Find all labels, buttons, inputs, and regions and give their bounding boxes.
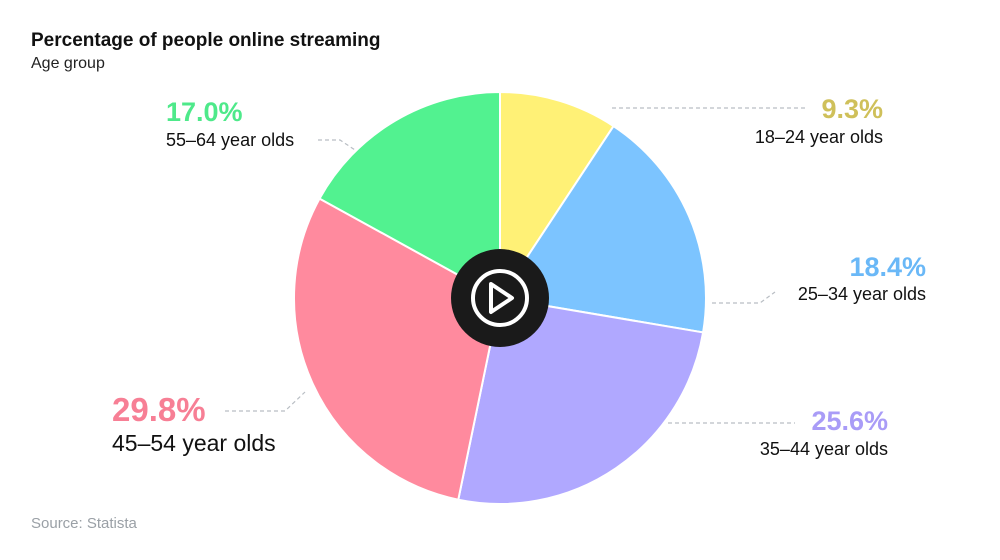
pie-slices bbox=[293, 90, 707, 505]
slice-category-label-1: 18–24 year olds bbox=[755, 127, 883, 147]
slice-value-label-5: 17.0% bbox=[166, 97, 243, 127]
play-icon bbox=[489, 282, 514, 314]
source-note: Source: Statista bbox=[31, 515, 137, 532]
slice-value-label-2: 18.4% bbox=[849, 252, 926, 282]
slice-labels: 9.3% 18–24 year olds 18.4%25–34 year olds 2… bbox=[112, 94, 926, 459]
pie-slice-2 bbox=[498, 124, 707, 334]
leader-line-4 bbox=[225, 391, 306, 412]
slice-value-label-3: 25.6% bbox=[811, 406, 888, 436]
play-button[interactable] bbox=[451, 249, 549, 347]
pie-slice-1 bbox=[499, 90, 615, 302]
chart-subtitle: Age group bbox=[31, 55, 105, 72]
slice-value-label-4: 29.8% bbox=[112, 391, 206, 428]
pie-slice-3 bbox=[457, 296, 705, 505]
pie-slice-4 bbox=[293, 197, 502, 501]
leader-lines bbox=[225, 107, 808, 424]
slice-category-label-2: 25–34 year olds bbox=[798, 284, 926, 304]
slice-value-label-1: 9.3% bbox=[821, 94, 883, 124]
play-icon-ring bbox=[471, 269, 529, 327]
leader-line-2 bbox=[712, 291, 776, 304]
chart-title: Percentage of people online streaming bbox=[31, 30, 381, 51]
leader-line-5 bbox=[318, 139, 356, 151]
slice-category-label-4: 45–54 year olds bbox=[112, 430, 276, 456]
play-button-background[interactable] bbox=[451, 249, 549, 347]
pie-slice-5 bbox=[318, 90, 501, 300]
slice-category-label-5: 55–64 year olds bbox=[166, 130, 294, 150]
slice-category-label-3: 35–44 year olds bbox=[760, 439, 888, 459]
